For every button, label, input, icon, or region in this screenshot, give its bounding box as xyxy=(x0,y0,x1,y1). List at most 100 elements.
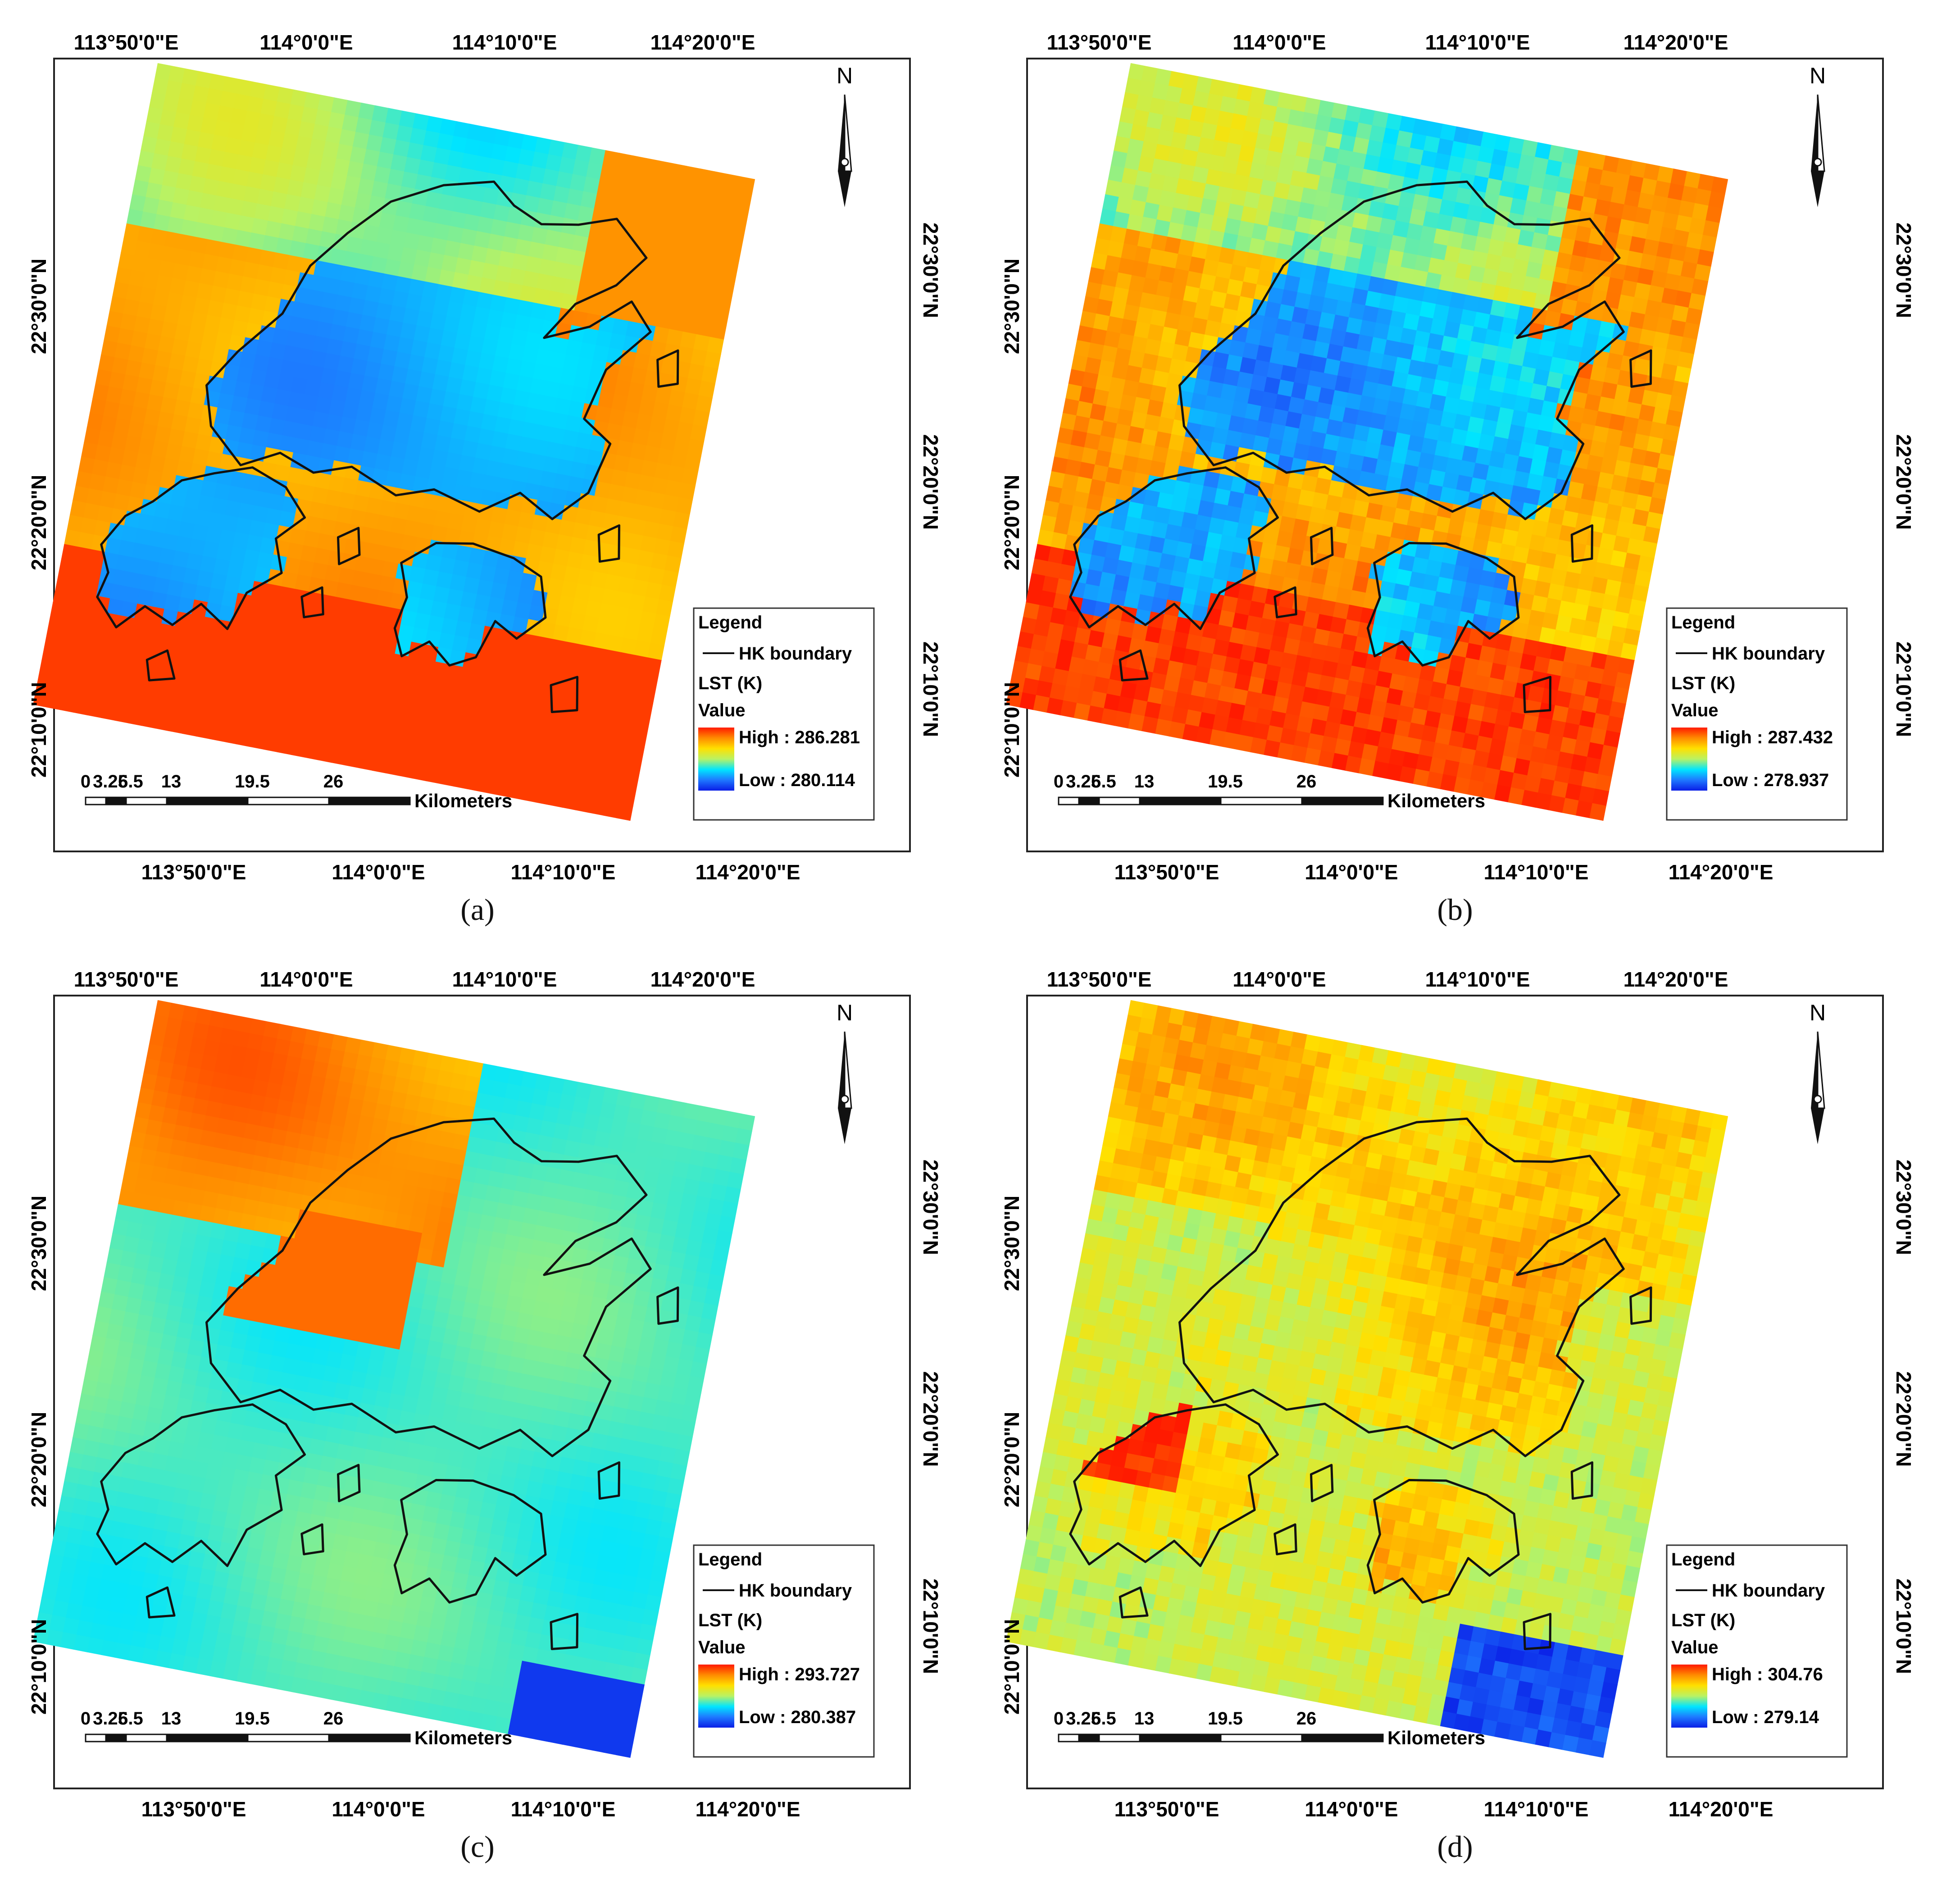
hk-boundary-1 xyxy=(96,1403,306,1567)
hk-boundary-2 xyxy=(393,1479,547,1604)
bottom-lon-label: 114°20'0"E xyxy=(696,860,800,884)
scale-tick-label: 19.5 xyxy=(235,772,270,792)
bottom-lon-label: 114°0'0"E xyxy=(1305,860,1398,884)
scale-tick-label: 19.5 xyxy=(235,1709,270,1729)
map-panel-c: 113°50'0"E 114°0'0"E 114°10'0"E 114°20'0"E 1… xyxy=(27,964,987,1847)
bottom-lon-label: 113°50'0"E xyxy=(141,1797,246,1821)
top-lon-label: 114°20'0"E xyxy=(1623,968,1728,991)
bottom-lon-label: 113°50'0"E xyxy=(141,860,246,884)
caption-a: (a) xyxy=(460,892,495,927)
hk-boundary-5 xyxy=(597,1461,620,1500)
map-svg-b: 113°50'0"E 114°0'0"E 114°10'0"E 114°20'0"E 1… xyxy=(1000,31,1915,884)
hk-boundary-1 xyxy=(96,466,306,630)
legend-high-label: High : 304.76 xyxy=(1712,1665,1823,1684)
map-panel-a: 113°50'0"E 114°0'0"E 114°10'0"E 114°20'0"E 1… xyxy=(27,27,987,910)
hk-boundary-0 xyxy=(1178,180,1625,520)
right-lat-label: 22°10'0"N xyxy=(1892,641,1915,737)
top-lon-label: 114°0'0"E xyxy=(1232,968,1326,991)
caption-c: (c) xyxy=(460,1829,495,1864)
hk-boundary-2 xyxy=(1366,542,1520,667)
left-lat-label: 22°20'0"N xyxy=(1000,1412,1023,1507)
hk-boundary-8 xyxy=(1629,1286,1652,1325)
bottom-lon-label: 114°0'0"E xyxy=(332,860,425,884)
map-svg-d: 113°50'0"E 114°0'0"E 114°10'0"E 114°20'0"E 1… xyxy=(1000,968,1915,1821)
scale-tick-label: 26 xyxy=(1296,772,1317,792)
scale-bar: 0 3.256.5 13 19.5 26 Kilometers xyxy=(1054,772,1485,811)
hk-boundary-1 xyxy=(1069,1403,1279,1567)
scale-unit-label: Kilometers xyxy=(1387,1727,1485,1748)
legend-low-label: Low : 279.14 xyxy=(1712,1707,1819,1727)
color-ramp xyxy=(1671,728,1707,791)
north-label: N xyxy=(1810,63,1826,88)
scale-tick-label: 19.5 xyxy=(1208,772,1243,792)
hk-boundary-7 xyxy=(146,1586,176,1619)
scale-tick-label: 0 xyxy=(81,772,91,792)
color-ramp xyxy=(1671,1665,1707,1728)
legend-layer-label: LST (K) xyxy=(698,1610,762,1630)
top-lon-label: 114°20'0"E xyxy=(1623,31,1728,54)
scale-tick-label: 13 xyxy=(161,772,182,792)
scale-tick-label: 3.25 xyxy=(93,1709,128,1729)
legend-layer-label: LST (K) xyxy=(1671,1610,1735,1630)
left-lat-label: 22°10'0"N xyxy=(1000,1619,1023,1715)
bottom-lon-label: 114°0'0"E xyxy=(1305,1797,1398,1821)
left-lat-label: 22°30'0"N xyxy=(1000,1196,1023,1291)
legend-high-label: High : 286.281 xyxy=(739,728,860,747)
right-lat-label: 22°10'0"N xyxy=(919,1579,942,1674)
legend-title: Legend xyxy=(698,613,762,632)
left-lat-label: 22°20'0"N xyxy=(1000,475,1023,570)
right-lat-label: 22°20'0"N xyxy=(919,434,942,530)
legend-title: Legend xyxy=(1671,613,1735,632)
north-label: N xyxy=(837,63,853,88)
top-lon-label: 114°0'0"E xyxy=(259,968,353,991)
legend-boundary-label: HK boundary xyxy=(739,1581,852,1601)
legend-low-label: Low : 280.114 xyxy=(739,770,855,790)
legend-high-label: High : 287.432 xyxy=(1712,728,1833,747)
hk-boundary-8 xyxy=(1629,349,1652,388)
legend: Legend HK boundary LST (K) Value High : 287.… xyxy=(1666,607,1848,821)
hk-boundary-0 xyxy=(1178,1117,1625,1457)
legend-layer-label: LST (K) xyxy=(1671,673,1735,693)
left-lat-label: 22°20'0"N xyxy=(27,475,50,570)
hk-boundary-0 xyxy=(205,180,652,520)
hk-boundary-7 xyxy=(1119,1586,1149,1619)
hk-boundary-8 xyxy=(656,349,679,388)
scale-tick-label: 6.5 xyxy=(118,1709,143,1729)
right-lat-label: 22°10'0"N xyxy=(919,641,942,737)
hk-boundary-6 xyxy=(1523,1613,1552,1650)
right-lat-label: 22°10'0"N xyxy=(1892,1579,1915,1674)
hk-boundary-6 xyxy=(550,1613,579,1650)
top-lon-label: 113°50'0"E xyxy=(74,968,179,991)
right-lat-label: 22°20'0"N xyxy=(1892,434,1915,530)
hk-boundary-4 xyxy=(300,1523,324,1556)
bottom-lon-label: 114°20'0"E xyxy=(1669,1797,1774,1821)
map-svg-c: 113°50'0"E 114°0'0"E 114°10'0"E 114°20'0"E 1… xyxy=(27,968,942,1821)
scale-tick-label: 19.5 xyxy=(1208,1709,1243,1729)
right-lat-label: 22°30'0"N xyxy=(919,223,942,318)
scale-tick-label: 0 xyxy=(1054,1709,1064,1729)
hk-boundary-5 xyxy=(597,524,620,563)
north-arrow-icon: N xyxy=(837,1000,853,1144)
hk-boundary-4 xyxy=(300,586,324,619)
bottom-lon-label: 113°50'0"E xyxy=(1114,1797,1219,1821)
right-lat-label: 22°30'0"N xyxy=(919,1160,942,1255)
left-lat-label: 22°20'0"N xyxy=(27,1412,50,1507)
scale-tick-label: 13 xyxy=(161,1709,182,1729)
right-lat-label: 22°30'0"N xyxy=(1892,1160,1915,1255)
bottom-lon-label: 114°10'0"E xyxy=(511,860,616,884)
scale-tick-label: 26 xyxy=(323,1709,344,1729)
map-panel-b: 113°50'0"E 114°0'0"E 114°10'0"E 114°20'0"E 1… xyxy=(1000,27,1960,910)
north-arrow-icon: N xyxy=(837,63,853,207)
hk-boundary-3 xyxy=(337,1464,361,1502)
right-lat-label: 22°20'0"N xyxy=(1892,1371,1915,1467)
left-lat-label: 22°10'0"N xyxy=(1000,682,1023,778)
bottom-lon-label: 113°50'0"E xyxy=(1114,860,1219,884)
legend-high-label: High : 293.727 xyxy=(739,1665,860,1684)
hk-boundary-5 xyxy=(1570,524,1593,563)
scale-tick-label: 3.25 xyxy=(1066,772,1101,792)
scale-unit-label: Kilometers xyxy=(1387,790,1485,811)
right-lat-label: 22°30'0"N xyxy=(1892,223,1915,318)
lst-raster xyxy=(33,63,755,821)
legend-low-label: Low : 280.387 xyxy=(739,1707,856,1727)
map-svg-a: 113°50'0"E 114°0'0"E 114°10'0"E 114°20'0"E 1… xyxy=(27,31,942,884)
